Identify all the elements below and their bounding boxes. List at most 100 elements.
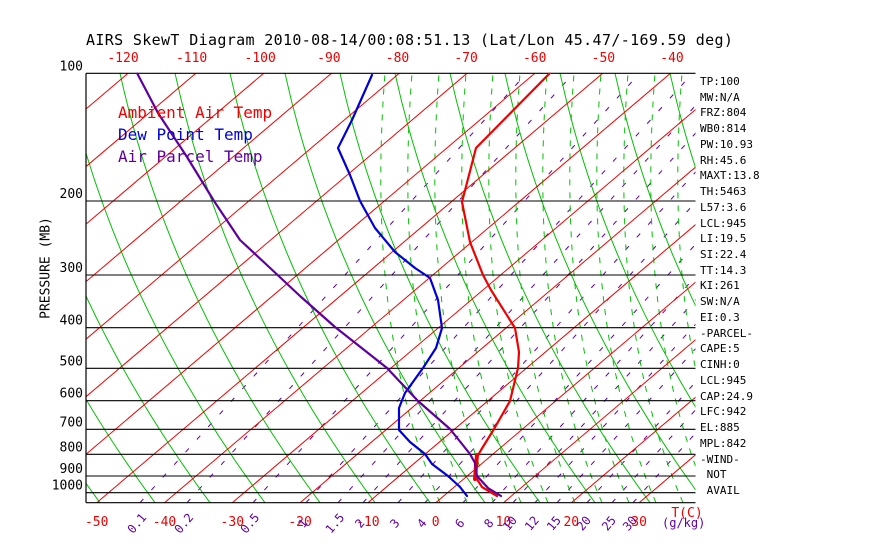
legend-ambient-air-temp: Ambient Air Temp <box>118 103 273 122</box>
dry-adiabat-line <box>614 73 696 307</box>
top-axis-temp-label: -70 <box>454 51 477 66</box>
sounding-param: MW:N/A <box>700 90 740 104</box>
sounding-param: LFC:942 <box>700 405 747 419</box>
sounding-param: WB0:814 <box>700 122 747 136</box>
top-axis-temp-label: -80 <box>386 51 409 66</box>
bottom-axis-temp-label: 20 <box>563 515 579 530</box>
isotherm-line <box>86 72 129 110</box>
dry-adiabat-line <box>394 73 596 503</box>
profile-dew-point-temp <box>336 73 469 498</box>
dry-adiabat-line <box>229 73 431 503</box>
isotherm-line <box>96 72 604 504</box>
sounding-param: CINH:0 <box>700 358 740 372</box>
moist-adiabat-line <box>380 73 441 503</box>
isotherm-line <box>86 72 468 398</box>
sounding-param: CAP:24.9 <box>700 389 753 403</box>
moist-adiabat-line <box>759 73 818 502</box>
pressure-tick-label: 100 <box>60 59 83 74</box>
top-axis-temp-label: -90 <box>317 51 340 66</box>
sounding-param: L57:3.6 <box>700 200 747 214</box>
top-axis-temp-label: -40 <box>660 51 683 66</box>
pressure-tick-label: 400 <box>60 314 83 329</box>
sounding-param: NOT <box>700 468 727 482</box>
sounding-param: RH:45.6 <box>700 153 747 167</box>
mixing-ratio-line <box>305 72 693 504</box>
bottom-axis-temp-label: -10 <box>356 515 379 530</box>
bottom-axis-temp-label: 10 <box>496 515 512 530</box>
sounding-param: CAPE:5 <box>700 342 740 356</box>
moist-adiabat-line <box>677 73 696 371</box>
bottom-axis-temp-label: -30 <box>221 515 244 530</box>
mixing-ratio-value-label: 4 <box>414 516 429 531</box>
sounding-param: MPL:842 <box>700 436 747 450</box>
mixing-ratio-line <box>252 72 640 504</box>
isotherm-line <box>503 339 696 504</box>
pressure-tick-label: 300 <box>60 261 83 276</box>
moist-adiabat-line <box>813 73 870 502</box>
pressure-tick-label: 900 <box>60 462 83 477</box>
dry-adiabat-line <box>119 73 321 503</box>
profile-air-parcel-temp <box>135 72 503 498</box>
isotherm-line <box>86 72 197 168</box>
sounding-param: LCL:945 <box>700 373 747 387</box>
isotherm-line <box>367 224 696 504</box>
legend-air-parcel-temp: Air Parcel Temp <box>118 147 263 166</box>
mixing-ratio-value-label: 3 <box>387 516 402 531</box>
profile-ambient-air-temp <box>460 72 552 498</box>
pressure-tick-label: 800 <box>60 440 83 455</box>
isotherm-line <box>86 72 536 455</box>
moist-adiabat-line <box>786 73 845 502</box>
top-axis-temp-label: -100 <box>245 51 276 66</box>
sounding-param: AVAIL <box>700 483 740 497</box>
sounding-param: TP:100 <box>700 75 740 88</box>
pressure-tick-label: 200 <box>60 187 83 202</box>
isotherm-line <box>164 72 671 504</box>
sounding-param: SW:N/A <box>700 295 740 309</box>
pressure-tick-label: 600 <box>60 387 83 402</box>
sounding-param: PW:10.93 <box>700 137 753 151</box>
mixing-ratio-value-label: 15 <box>544 513 564 533</box>
mixing-ratio-value-label: 0.1 <box>125 511 150 537</box>
pressure-tick-label: 500 <box>60 354 83 369</box>
mixing-ratio-value-label: 6 <box>452 516 467 531</box>
mixing-ratio-unit-label: (g/kg) <box>662 516 706 530</box>
dry-adiabat-line <box>86 294 211 503</box>
dry-adiabat-line <box>449 73 651 503</box>
isotherm-line <box>299 166 696 504</box>
mixing-ratio-value-label: 12 <box>522 513 542 533</box>
dry-adiabat-line <box>504 73 696 491</box>
chart-title: AIRS SkewT Diagram 2010-08-14/00:08:51.1… <box>86 31 734 49</box>
dry-adiabat-line <box>559 73 696 408</box>
dry-adiabat-line <box>669 73 696 170</box>
sounding-param: KI:261 <box>700 279 740 293</box>
isotherm-line <box>570 396 696 504</box>
bottom-axis-temp-label: -50 <box>85 515 108 530</box>
isotherm-line <box>231 108 696 504</box>
bottom-axis-temp-label: -20 <box>288 515 311 530</box>
temperature-unit-label: T(C) <box>671 506 703 521</box>
sounding-param: LI:19.5 <box>700 232 747 246</box>
top-axis-temp-label: -110 <box>176 51 207 66</box>
mixing-ratio-value-label: 25 <box>599 513 619 533</box>
sounding-param: FRZ:804 <box>700 106 747 120</box>
sounding-param: SI:22.4 <box>700 248 747 262</box>
dry-adiabat-line <box>284 73 486 503</box>
sounding-param: EI:0.3 <box>700 310 740 324</box>
sounding-param: MAXT:13.8 <box>700 169 760 183</box>
top-axis-temp-label: -120 <box>107 51 138 66</box>
dry-adiabat-line <box>835 73 870 502</box>
dry-adiabat-line <box>174 73 376 503</box>
dry-adiabat-line <box>86 398 156 503</box>
isotherm-line <box>86 72 400 340</box>
legend-dew-point-temp: Dew Point Temp <box>118 125 253 144</box>
bottom-axis-temp-label: 0 <box>432 515 440 530</box>
dry-adiabat-line <box>780 73 870 502</box>
isotherm-line <box>435 281 696 504</box>
bottom-axis-temp-label: 30 <box>631 515 647 530</box>
sounding-param: EL:885 <box>700 421 740 435</box>
sounding-param: -PARCEL- <box>700 326 753 340</box>
mixing-ratio-line <box>424 201 696 504</box>
sounding-param: TH:5463 <box>700 185 747 199</box>
bottom-axis-temp-label: -40 <box>153 515 176 530</box>
